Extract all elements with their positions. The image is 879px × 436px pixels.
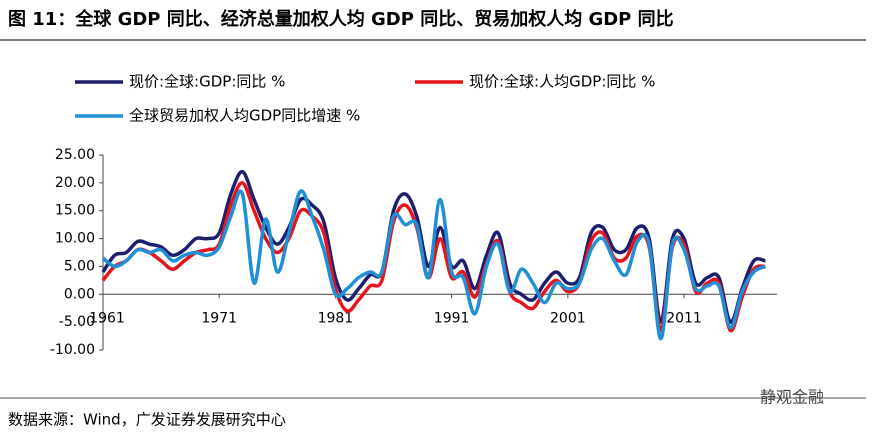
x-tick-label: 1971 <box>201 310 237 326</box>
y-tick-label: -5.00 <box>59 314 95 330</box>
source: 数据来源：Wind，广发证券发展研究中心 <box>8 411 286 429</box>
x-tick-label: 1991 <box>434 310 470 326</box>
y-tick-label: 25.00 <box>55 147 95 163</box>
series-line <box>101 189 767 341</box>
y-tick-label: -10.00 <box>50 342 95 358</box>
y-tick-label: 5.00 <box>64 258 95 274</box>
x-tick-label: 1981 <box>318 310 354 326</box>
x-tick-label: 1961 <box>89 310 125 326</box>
y-tick-label: 0.00 <box>64 286 95 302</box>
legend-label: 现价:全球:GDP:同比 % <box>129 73 285 91</box>
x-tick-label: 2001 <box>550 310 586 326</box>
chart-title: 图 11：全球 GDP 同比、经济总量加权人均 GDP 同比、贸易加权人均 GD… <box>8 8 674 30</box>
watermark: 静观金融 <box>760 388 824 407</box>
y-tick-label: 10.00 <box>55 231 95 247</box>
x-tick-label: 2011 <box>666 310 702 326</box>
y-tick-label: 20.00 <box>55 175 95 191</box>
y-tick-label: 15.00 <box>55 203 95 219</box>
legend-label: 全球贸易加权人均GDP同比增速 % <box>129 107 360 125</box>
legend-label: 现价:全球:人均GDP:同比 % <box>469 73 655 91</box>
